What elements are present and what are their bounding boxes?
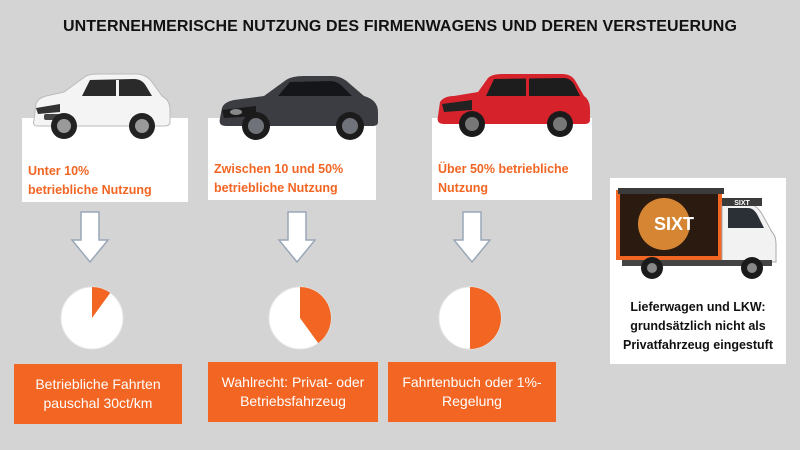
card-line-1: Unter 10% bbox=[28, 164, 90, 178]
result-line-1: Fahrtenbuch oder 1%- bbox=[402, 374, 542, 390]
page-title: UNTERNEHMERISCHE NUTZUNG DES FIRMENWAGEN… bbox=[63, 18, 737, 35]
result-line-2: pauschal 30ct/km bbox=[43, 395, 153, 411]
svg-text:SIXT: SIXT bbox=[734, 200, 750, 207]
result-line-2: Betriebsfahrzeug bbox=[240, 393, 346, 409]
result-box-logbook: Fahrtenbuch oder 1%- Regelung bbox=[388, 362, 556, 422]
usage-pie-chart bbox=[268, 286, 332, 350]
result-line-2: Regelung bbox=[442, 393, 502, 409]
card-line-2: betriebliche Nutzung bbox=[28, 183, 152, 197]
truck-line-2: grundsätzlich nicht als bbox=[630, 319, 766, 333]
usage-card-over-50: Über 50% betriebliche Nutzung bbox=[432, 118, 592, 200]
red-wagon-icon bbox=[437, 74, 590, 137]
usage-pie-chart bbox=[438, 286, 502, 350]
card-line-2: betriebliche Nutzung bbox=[214, 181, 338, 195]
card-line-2: Nutzung bbox=[438, 181, 488, 195]
card-line-1: Über 50% betriebliche bbox=[438, 162, 569, 176]
result-box-flat-rate: Betriebliche Fahrten pauschal 30ct/km bbox=[14, 364, 182, 424]
down-arrow-icon bbox=[277, 211, 317, 264]
truck-line-1: Lieferwagen und LKW: bbox=[630, 300, 766, 314]
card-line-1: Zwischen 10 und 50% bbox=[214, 162, 344, 176]
white-suv-icon bbox=[33, 73, 171, 139]
truck-line-3: Privatfahrzeug eingestuft bbox=[622, 338, 774, 352]
box-truck-icon: SIXT SIXT bbox=[616, 188, 777, 279]
result-box-choice: Wahlrecht: Privat- oder Betriebsfahrzeug bbox=[208, 362, 378, 422]
usage-pie-chart bbox=[60, 286, 124, 350]
pie-business-share bbox=[470, 287, 501, 349]
down-arrow-icon bbox=[452, 211, 492, 264]
dark-sedan-icon bbox=[219, 76, 378, 140]
truck-card: SIXT SIXT Lieferwagen und LKW: grundsätz… bbox=[610, 178, 786, 364]
usage-card-under-10: Unter 10% betriebliche Nutzung bbox=[22, 118, 188, 202]
result-line-1: Wahlrecht: Privat- oder bbox=[221, 374, 365, 390]
pie-business-share bbox=[300, 287, 331, 344]
truck-logo-text: SIXT bbox=[654, 214, 694, 234]
down-arrow-icon bbox=[70, 211, 110, 264]
result-line-1: Betriebliche Fahrten bbox=[35, 376, 161, 392]
pie-business-share bbox=[92, 287, 111, 318]
